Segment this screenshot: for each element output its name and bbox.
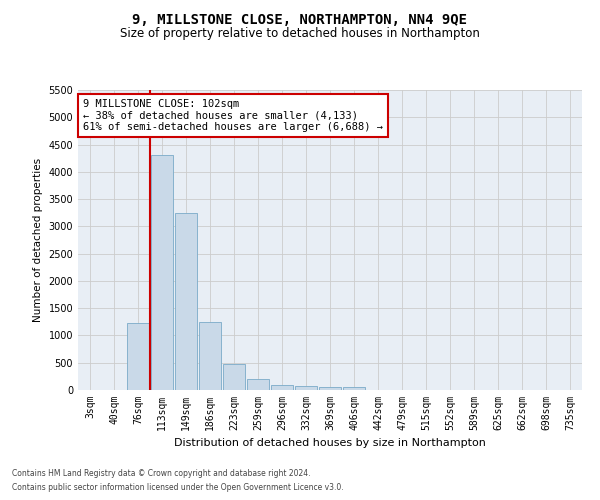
Bar xyxy=(199,322,221,390)
Text: 9 MILLSTONE CLOSE: 102sqm
← 38% of detached houses are smaller (4,133)
61% of se: 9 MILLSTONE CLOSE: 102sqm ← 38% of detac… xyxy=(83,99,383,132)
Bar xyxy=(127,323,149,390)
Bar xyxy=(319,388,341,390)
Bar xyxy=(271,384,293,390)
Y-axis label: Number of detached properties: Number of detached properties xyxy=(33,158,43,322)
Text: Contains HM Land Registry data © Crown copyright and database right 2024.: Contains HM Land Registry data © Crown c… xyxy=(12,468,311,477)
Text: 9, MILLSTONE CLOSE, NORTHAMPTON, NN4 9QE: 9, MILLSTONE CLOSE, NORTHAMPTON, NN4 9QE xyxy=(133,12,467,26)
X-axis label: Distribution of detached houses by size in Northampton: Distribution of detached houses by size … xyxy=(174,438,486,448)
Bar xyxy=(175,212,197,390)
Bar xyxy=(247,379,269,390)
Bar xyxy=(151,156,173,390)
Bar xyxy=(295,386,317,390)
Text: Size of property relative to detached houses in Northampton: Size of property relative to detached ho… xyxy=(120,28,480,40)
Bar xyxy=(343,388,365,390)
Text: Contains public sector information licensed under the Open Government Licence v3: Contains public sector information licen… xyxy=(12,484,344,492)
Bar xyxy=(223,364,245,390)
